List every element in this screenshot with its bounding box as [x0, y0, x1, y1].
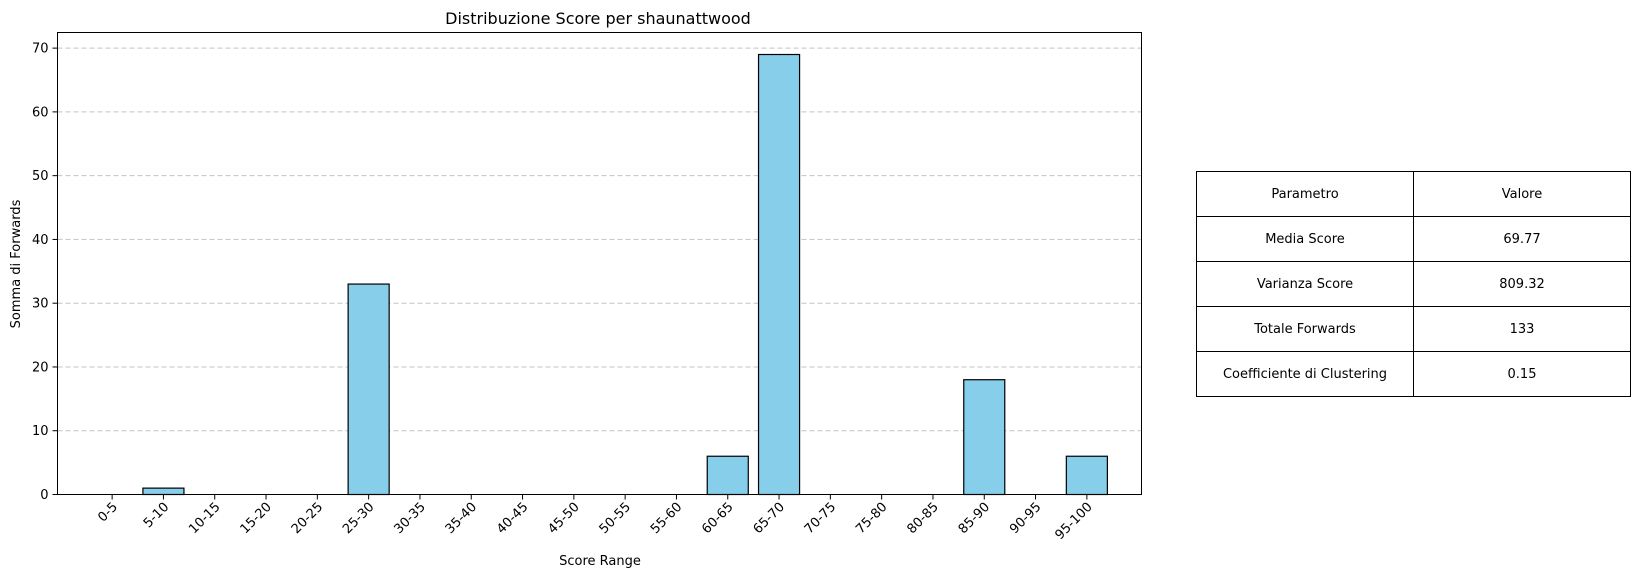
y-tick-label: 0	[40, 488, 48, 503]
x-tick-label: 5-10	[141, 500, 172, 531]
table-cell: 133	[1413, 306, 1631, 352]
bar	[142, 487, 185, 496]
y-tick-label: 10	[32, 424, 49, 439]
x-tick-label: 55-60	[648, 500, 685, 537]
x-tick-label: 60-65	[699, 500, 736, 537]
x-tick-label: 95-100	[1053, 500, 1096, 543]
table-cell: 0.15	[1413, 351, 1631, 397]
table-row: Varianza Score 809.32	[1196, 261, 1631, 307]
table-cell: Totale Forwards	[1196, 306, 1414, 352]
table-row: Coefficiente di Clustering 0.15	[1196, 351, 1631, 397]
table-cell: Media Score	[1196, 216, 1414, 262]
x-axis-label: Score Range	[559, 554, 641, 569]
y-tick-label: 70	[32, 42, 49, 57]
x-tick-label: 70-75	[802, 500, 839, 537]
table-header-row: Parametro Valore	[1196, 171, 1631, 217]
x-tick-label: 0-5	[95, 500, 121, 526]
x-tick-label: 50-55	[597, 500, 634, 537]
y-axis-ticks: 0 10 20 30 40 50 60 70	[32, 42, 58, 503]
table-header-cell: Parametro	[1196, 171, 1414, 217]
x-tick-label: 10-15	[186, 500, 223, 537]
bar	[1065, 455, 1108, 496]
x-axis-ticks: 0-5 5-10 10-15 15-20 20-25 25-30 30-35 35-40 40-…	[95, 494, 1096, 543]
bars	[142, 53, 1108, 496]
y-tick-label: 20	[32, 360, 49, 375]
x-tick-label: 25-30	[340, 500, 377, 537]
x-tick-label: 40-45	[494, 500, 531, 537]
table-cell: Varianza Score	[1196, 261, 1414, 307]
x-tick-label: 90-95	[1007, 500, 1044, 537]
table-cell: Coefficiente di Clustering	[1196, 351, 1414, 397]
x-tick-label: 80-85	[904, 500, 941, 537]
x-tick-label: 85-90	[956, 500, 993, 537]
bar	[706, 455, 749, 496]
x-tick-label: 35-40	[443, 500, 480, 537]
grid-lines	[57, 47, 1142, 432]
bar	[757, 53, 801, 496]
table-cell: 69.77	[1413, 216, 1631, 262]
y-tick-label: 30	[32, 297, 49, 312]
plot-frame	[57, 32, 1142, 495]
table-cell: 809.32	[1413, 261, 1631, 307]
table-header-cell: Valore	[1413, 171, 1631, 217]
y-tick-label: 40	[32, 233, 49, 248]
chart-title: Distribuzione Score per shaunattwood	[445, 9, 751, 28]
table-row: Media Score 69.77	[1196, 216, 1631, 262]
x-tick-label: 65-70	[751, 500, 788, 537]
y-axis-label: Somma di Forwards	[9, 199, 24, 328]
x-tick-label: 75-80	[853, 500, 890, 537]
x-tick-label: 30-35	[391, 500, 428, 537]
y-tick-label: 60	[32, 105, 49, 120]
bar	[347, 283, 390, 496]
x-tick-label: 15-20	[238, 500, 275, 537]
stats-table: Parametro Valore Media Score 69.77 Varia…	[1196, 171, 1631, 397]
bar	[963, 379, 1006, 496]
y-tick-label: 50	[32, 169, 49, 184]
table-row: Totale Forwards 133	[1196, 306, 1631, 352]
x-tick-label: 45-50	[545, 500, 582, 537]
x-tick-label: 20-25	[289, 500, 326, 537]
